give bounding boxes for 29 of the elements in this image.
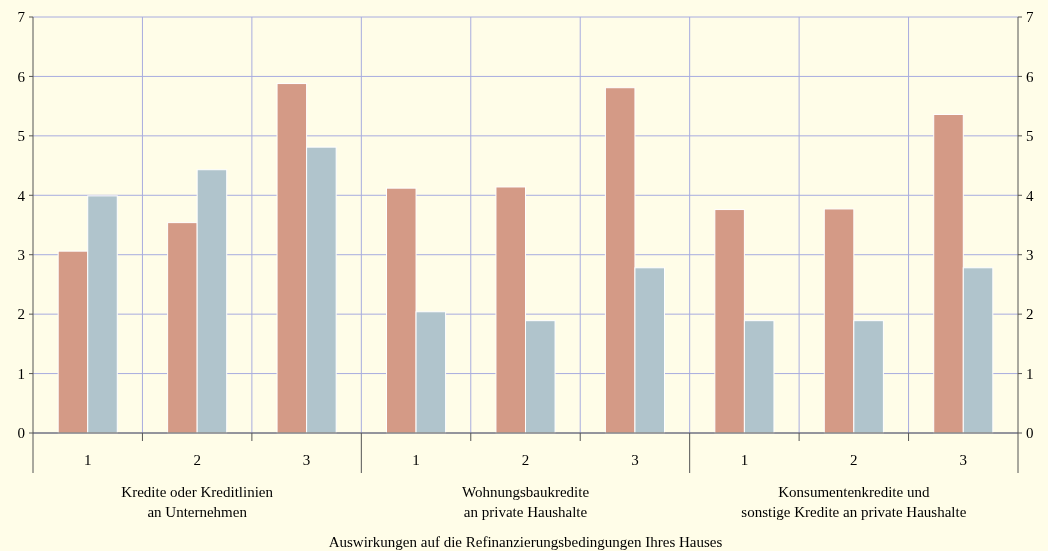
y2-tick-label: 2 xyxy=(1026,306,1034,323)
y-tick-label: 1 xyxy=(17,365,25,382)
x-tick-label: 1 xyxy=(412,452,420,468)
y2-tick-label: 4 xyxy=(1026,187,1034,204)
y2-tick-label: 5 xyxy=(1026,128,1034,145)
y-tick-label: 4 xyxy=(17,187,26,204)
y-tick-label: 5 xyxy=(17,128,25,145)
x-axis-title: Auswirkungen auf die Refinanzierungsbedingungen Ihres Hauses xyxy=(328,534,723,550)
x-tick-label: 3 xyxy=(302,452,311,468)
x-tick-label: 3 xyxy=(959,452,968,468)
x-tick-label: 2 xyxy=(521,452,530,468)
x-tick-label: 2 xyxy=(193,452,201,468)
x-tick-label: 1 xyxy=(83,452,92,468)
y2-tick-label: 6 xyxy=(1026,68,1034,85)
x-tick-label: 3 xyxy=(631,452,639,468)
y-tick-label: 3 xyxy=(17,246,25,263)
y2-tick-label: 0 xyxy=(1026,425,1034,442)
y2-tick-label: 1 xyxy=(1026,365,1034,382)
text: Konsumentenkredite und sonstige Kredite an private Haushalte xyxy=(741,484,967,520)
y-tick-label: 6 xyxy=(17,68,26,85)
text: Wohnungsbaukredite an private Haushalte xyxy=(461,484,590,520)
y-tick-label: 2 xyxy=(17,306,25,323)
y2-tick-label: 7 xyxy=(1026,9,1034,26)
text: Kredite oder Kreditlinien an Unternehmen xyxy=(121,484,274,520)
x-tick-label: 2 xyxy=(850,452,858,468)
x-tick-label: 1 xyxy=(740,452,749,468)
y-tick-label: 7 xyxy=(17,9,26,26)
y-tick-label: 0 xyxy=(17,425,25,442)
y2-tick-label: 3 xyxy=(1026,246,1034,263)
